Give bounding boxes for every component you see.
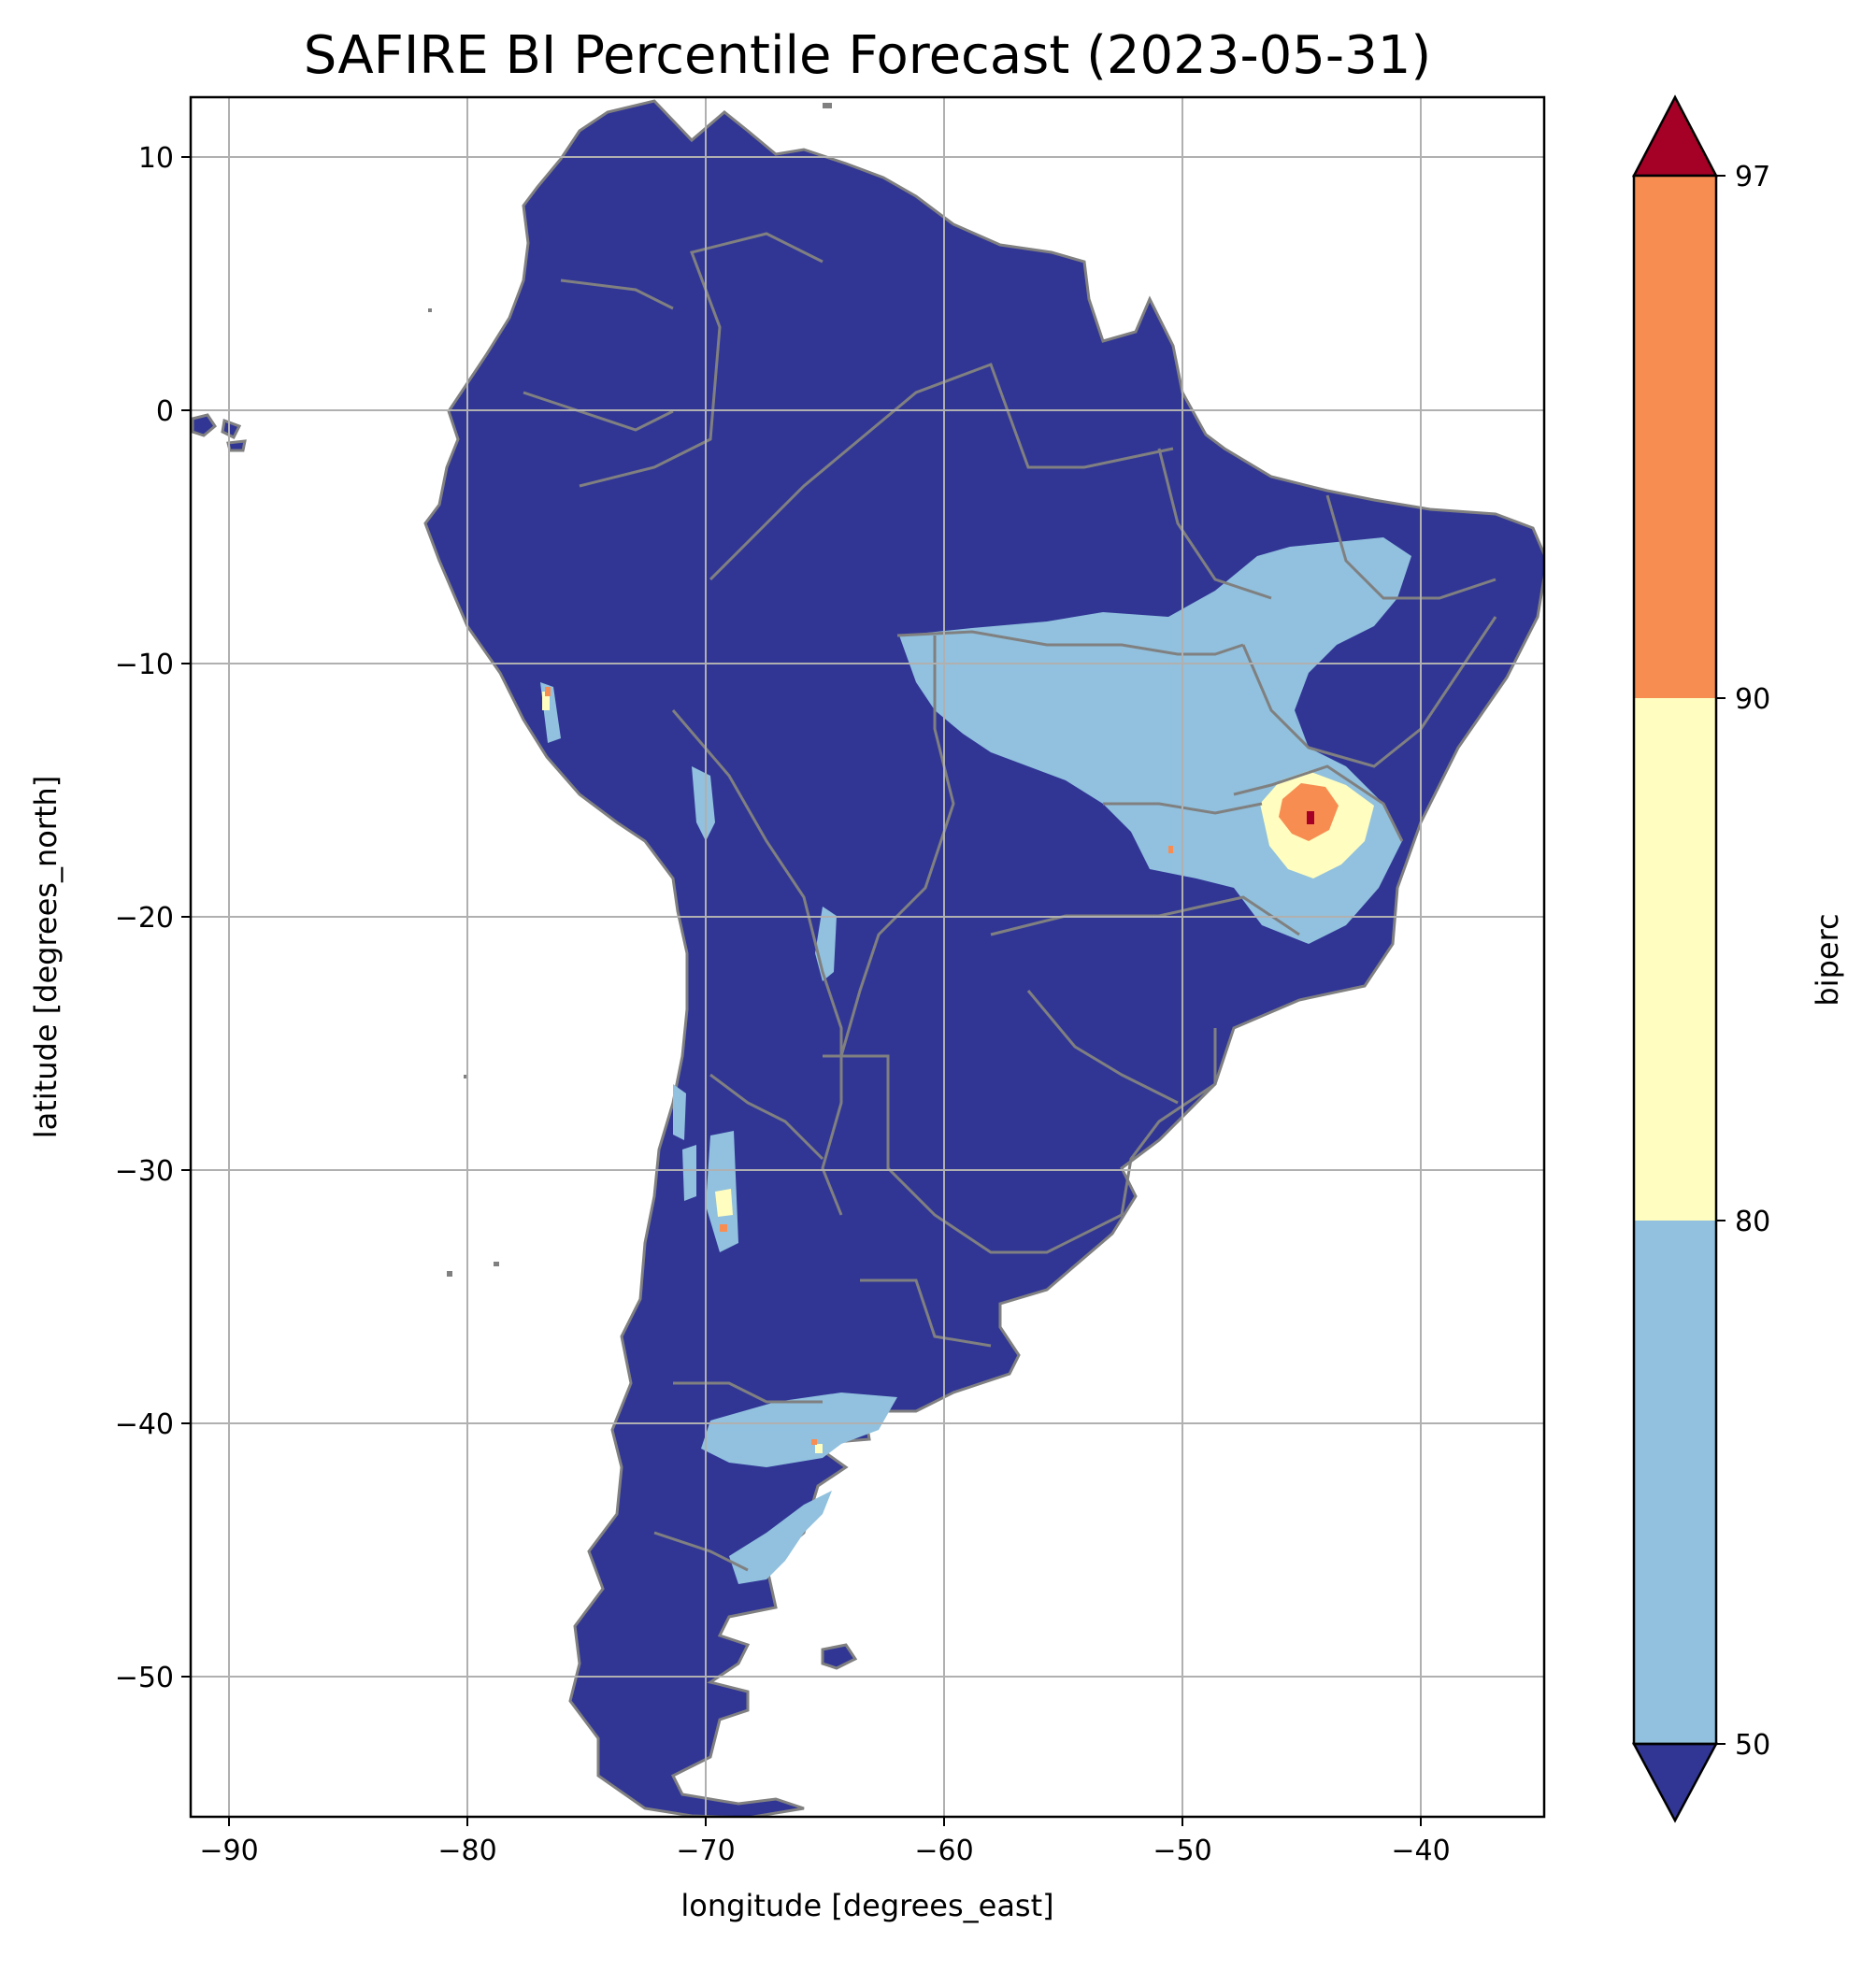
colorbar-tick-label: 80: [1735, 1206, 1770, 1238]
y-axis-label: latitude [degrees_north]: [28, 776, 64, 1139]
gridlines: [191, 97, 1544, 1817]
x-tick-label: −70: [676, 1835, 735, 1867]
patagonia-50-80-region-north: [701, 1393, 897, 1467]
y-axis: 10 0 −10 −20 −30 −40 −50: [115, 142, 191, 1694]
x-tick-label: −40: [1391, 1835, 1450, 1867]
patagonia-50-80-region-south: [729, 1491, 832, 1584]
colorbar-tick-label: 90: [1735, 683, 1770, 716]
colorbar-segment-80-90: [1634, 698, 1716, 1221]
y-tick-label: −40: [115, 1408, 174, 1441]
map-plot-area: [189, 95, 1546, 1819]
x-tick-label: −80: [437, 1835, 496, 1867]
falkland-islands: [821, 1643, 858, 1670]
y-tick-label: −10: [115, 649, 174, 681]
x-tick-label: −50: [1153, 1835, 1211, 1867]
y-tick-label: −20: [115, 902, 174, 935]
colorbar-frame: [1632, 174, 1718, 1746]
colorbar-extend-above: [1631, 94, 1719, 178]
minas-gerais-above-97-peak: [1307, 811, 1314, 824]
y-tick-label: −50: [115, 1662, 174, 1694]
y-tick-label: 0: [156, 395, 174, 428]
x-axis: −90 −80 −70 −60 −50 −40: [199, 1817, 1451, 1867]
x-axis-label: longitude [degrees_east]: [680, 1888, 1053, 1923]
chart-title: SAFIRE BI Percentile Forecast (2023-05-3…: [304, 25, 1431, 86]
colorbar-segment-90-97: [1634, 176, 1716, 698]
colorbar-tick-label: 97: [1735, 161, 1770, 193]
y-tick-label: −30: [115, 1155, 174, 1188]
colorbar-extend-below: [1631, 1742, 1719, 1823]
colorbar-tick-label: 50: [1735, 1729, 1770, 1762]
colorbar-label: biperc: [1810, 913, 1845, 1006]
colorbar: 97 90 80 50 biperc: [1631, 94, 1845, 1823]
x-tick-label: −90: [199, 1835, 258, 1867]
administrative-borders: [523, 232, 1497, 1572]
axes-frame: [189, 95, 1546, 1819]
y-tick-label: 10: [138, 142, 174, 175]
colorbar-segment-50-80: [1634, 1221, 1716, 1744]
x-tick-label: −60: [914, 1835, 973, 1867]
